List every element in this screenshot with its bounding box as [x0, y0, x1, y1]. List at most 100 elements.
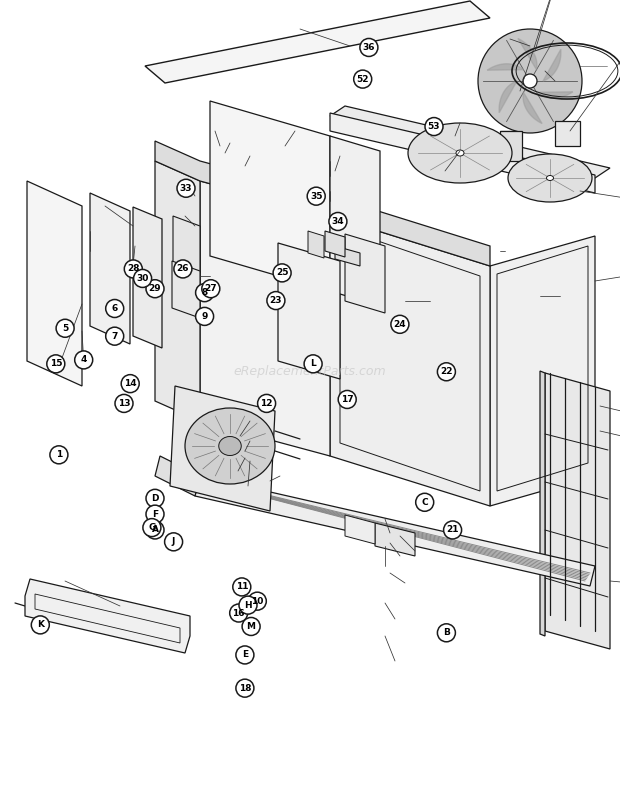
Text: D: D [151, 494, 159, 503]
Circle shape [236, 646, 254, 664]
Text: 26: 26 [177, 264, 189, 274]
Circle shape [257, 395, 276, 412]
Ellipse shape [456, 150, 464, 156]
Text: H: H [244, 600, 252, 610]
Text: E: E [242, 650, 248, 660]
Text: 7: 7 [112, 331, 118, 341]
Polygon shape [523, 93, 542, 123]
Circle shape [105, 300, 124, 317]
Text: J: J [172, 537, 175, 547]
Text: 9: 9 [202, 312, 208, 321]
Text: 14: 14 [124, 379, 136, 388]
Text: 12: 12 [260, 399, 273, 408]
Circle shape [56, 320, 74, 337]
Polygon shape [540, 371, 545, 636]
Polygon shape [490, 236, 595, 506]
Circle shape [353, 70, 372, 88]
Ellipse shape [408, 123, 512, 183]
Text: 53: 53 [428, 122, 440, 131]
Polygon shape [330, 216, 490, 506]
Circle shape [248, 592, 267, 610]
Circle shape [267, 292, 285, 309]
Polygon shape [133, 207, 162, 348]
Polygon shape [210, 101, 330, 291]
Text: 16: 16 [232, 608, 245, 618]
Circle shape [74, 351, 93, 369]
Circle shape [229, 604, 248, 622]
Polygon shape [155, 141, 490, 266]
Text: 33: 33 [180, 184, 192, 193]
Text: 11: 11 [236, 582, 248, 592]
Text: B: B [443, 628, 450, 638]
Circle shape [523, 74, 537, 88]
Polygon shape [172, 261, 200, 318]
Ellipse shape [185, 408, 275, 484]
Circle shape [242, 618, 260, 635]
Polygon shape [335, 246, 360, 266]
Polygon shape [90, 193, 130, 344]
Circle shape [307, 187, 326, 205]
Text: 21: 21 [446, 525, 459, 535]
Circle shape [329, 213, 347, 230]
Text: 5: 5 [62, 324, 68, 333]
Polygon shape [500, 131, 522, 161]
Text: M: M [247, 622, 255, 631]
Polygon shape [330, 106, 610, 178]
Circle shape [174, 260, 192, 278]
Polygon shape [518, 39, 537, 70]
Text: eReplacementParts.com: eReplacementParts.com [234, 365, 386, 377]
Circle shape [46, 355, 65, 373]
Text: G: G [148, 523, 156, 532]
Text: 24: 24 [394, 320, 406, 329]
Ellipse shape [508, 154, 592, 202]
Text: 17: 17 [341, 395, 353, 404]
Polygon shape [195, 476, 595, 586]
Polygon shape [536, 92, 573, 98]
Circle shape [50, 446, 68, 464]
Text: 34: 34 [332, 217, 344, 226]
Polygon shape [278, 243, 340, 379]
Text: 23: 23 [270, 296, 282, 305]
Circle shape [437, 624, 456, 642]
Text: 36: 36 [363, 43, 375, 52]
Polygon shape [155, 456, 200, 496]
Circle shape [164, 533, 183, 551]
Polygon shape [345, 234, 385, 313]
Text: 25: 25 [276, 268, 288, 278]
Polygon shape [345, 515, 375, 544]
Circle shape [146, 490, 164, 507]
Circle shape [273, 264, 291, 282]
Ellipse shape [546, 176, 554, 180]
Circle shape [146, 280, 164, 297]
Circle shape [443, 521, 462, 539]
Circle shape [391, 316, 409, 333]
Circle shape [146, 521, 164, 539]
Polygon shape [145, 1, 490, 83]
Polygon shape [308, 231, 324, 258]
Text: C: C [422, 498, 428, 507]
Circle shape [177, 180, 195, 197]
Text: 1: 1 [56, 450, 62, 460]
Text: 15: 15 [50, 359, 62, 369]
Circle shape [146, 505, 164, 523]
Polygon shape [200, 181, 330, 456]
Text: 22: 22 [440, 367, 453, 377]
Circle shape [124, 260, 143, 278]
Circle shape [478, 29, 582, 133]
Circle shape [360, 39, 378, 56]
Polygon shape [543, 49, 561, 81]
Polygon shape [25, 579, 190, 653]
Polygon shape [325, 231, 345, 257]
Text: F: F [152, 509, 158, 519]
Text: L: L [310, 359, 316, 369]
Circle shape [121, 375, 140, 392]
Text: 4: 4 [81, 355, 87, 365]
Text: 52: 52 [356, 74, 369, 84]
Polygon shape [173, 216, 200, 273]
Polygon shape [499, 81, 517, 112]
Polygon shape [330, 136, 380, 306]
Circle shape [437, 363, 456, 380]
Polygon shape [330, 113, 595, 193]
Text: 35: 35 [310, 191, 322, 201]
Circle shape [195, 308, 214, 325]
